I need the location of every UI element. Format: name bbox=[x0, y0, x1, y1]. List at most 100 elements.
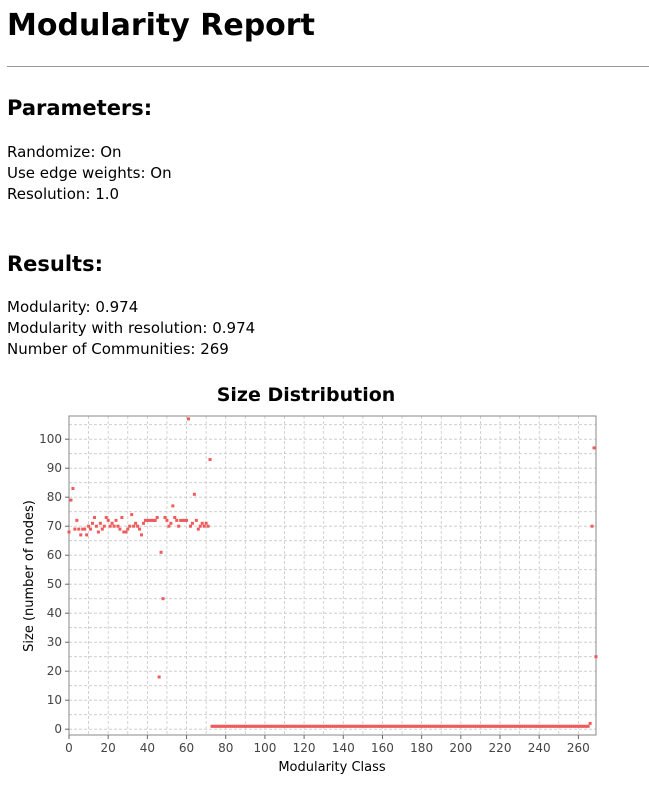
data-point bbox=[232, 724, 236, 728]
data-point bbox=[114, 518, 118, 522]
data-point bbox=[210, 724, 214, 728]
data-point bbox=[433, 724, 437, 728]
data-point bbox=[514, 724, 518, 728]
data-point bbox=[343, 724, 347, 728]
data-point bbox=[545, 724, 549, 728]
data-point bbox=[296, 724, 300, 728]
data-point bbox=[141, 521, 145, 525]
x-tick-label: 80 bbox=[218, 741, 233, 755]
data-point bbox=[443, 724, 447, 728]
data-point bbox=[235, 724, 239, 728]
data-point bbox=[570, 724, 574, 728]
x-tick-label: 260 bbox=[567, 741, 590, 755]
data-point bbox=[473, 724, 477, 728]
data-point bbox=[206, 524, 210, 528]
size-distribution-chart: Size Distribution 0 20 40 60 80 100 120 140 160 1… bbox=[0, 380, 649, 790]
data-point bbox=[392, 724, 396, 728]
data-point bbox=[457, 724, 461, 728]
data-point bbox=[134, 521, 138, 525]
data-point bbox=[226, 724, 230, 728]
data-point bbox=[584, 724, 588, 728]
data-point bbox=[463, 724, 467, 728]
x-tick-label: 120 bbox=[293, 741, 316, 755]
data-point bbox=[451, 724, 455, 728]
data-point bbox=[102, 524, 106, 528]
data-point bbox=[306, 724, 310, 728]
x-tick-label: 240 bbox=[528, 741, 551, 755]
parameter-randomize: Randomize: On bbox=[7, 143, 122, 161]
data-point bbox=[431, 724, 435, 728]
data-point bbox=[300, 724, 304, 728]
data-point bbox=[351, 724, 355, 728]
data-point bbox=[594, 655, 598, 659]
data-point bbox=[312, 724, 316, 728]
data-point bbox=[561, 724, 565, 728]
data-point bbox=[275, 724, 279, 728]
data-point bbox=[132, 524, 136, 528]
data-point bbox=[478, 724, 482, 728]
data-point bbox=[187, 417, 191, 421]
data-point bbox=[408, 724, 412, 728]
data-point bbox=[467, 724, 471, 728]
data-point bbox=[363, 724, 367, 728]
data-point bbox=[251, 724, 255, 728]
data-point bbox=[324, 724, 328, 728]
data-point bbox=[337, 724, 341, 728]
data-point bbox=[161, 597, 165, 601]
data-point bbox=[126, 527, 130, 531]
x-tick-label: 180 bbox=[410, 741, 433, 755]
title-divider bbox=[7, 66, 649, 67]
data-point bbox=[523, 724, 527, 728]
data-point bbox=[81, 527, 85, 531]
data-point bbox=[378, 724, 382, 728]
data-point bbox=[398, 724, 402, 728]
x-tick-label: 140 bbox=[332, 741, 355, 755]
data-point bbox=[476, 724, 480, 728]
data-point bbox=[406, 724, 410, 728]
data-point bbox=[563, 724, 567, 728]
page-title: Modularity Report bbox=[7, 8, 315, 43]
data-point bbox=[459, 724, 463, 728]
data-point bbox=[384, 724, 388, 728]
data-point bbox=[531, 724, 535, 728]
data-point bbox=[333, 724, 337, 728]
data-point bbox=[71, 487, 75, 490]
data-point bbox=[228, 724, 232, 728]
data-point bbox=[547, 724, 551, 728]
data-point bbox=[77, 527, 81, 531]
data-point bbox=[79, 533, 83, 537]
x-tick-label: 100 bbox=[253, 741, 276, 755]
data-point bbox=[110, 521, 114, 525]
results-heading: Results: bbox=[7, 252, 103, 276]
data-point bbox=[422, 724, 426, 728]
data-point bbox=[188, 524, 192, 528]
data-point bbox=[490, 724, 494, 728]
data-point bbox=[369, 724, 373, 728]
data-point bbox=[267, 724, 271, 728]
data-point bbox=[382, 724, 386, 728]
data-point bbox=[241, 724, 245, 728]
plot-area bbox=[68, 415, 597, 736]
data-point bbox=[298, 724, 302, 728]
data-point bbox=[586, 724, 590, 728]
data-point bbox=[98, 521, 102, 525]
data-point bbox=[339, 724, 343, 728]
data-point bbox=[488, 724, 492, 728]
data-point bbox=[551, 724, 555, 728]
data-point bbox=[427, 724, 431, 728]
data-point bbox=[437, 724, 441, 728]
data-point bbox=[143, 518, 147, 522]
data-point bbox=[255, 724, 259, 728]
grid-lines bbox=[68, 416, 596, 735]
data-point bbox=[404, 724, 408, 728]
data-point bbox=[108, 524, 112, 528]
data-point bbox=[494, 724, 498, 728]
data-point bbox=[375, 724, 379, 728]
data-point bbox=[214, 724, 218, 728]
data-point bbox=[471, 724, 475, 728]
data-point bbox=[112, 524, 116, 528]
data-point bbox=[572, 724, 576, 728]
y-tick-label: 100 bbox=[39, 432, 62, 446]
data-point bbox=[165, 518, 169, 522]
data-point bbox=[504, 724, 508, 728]
